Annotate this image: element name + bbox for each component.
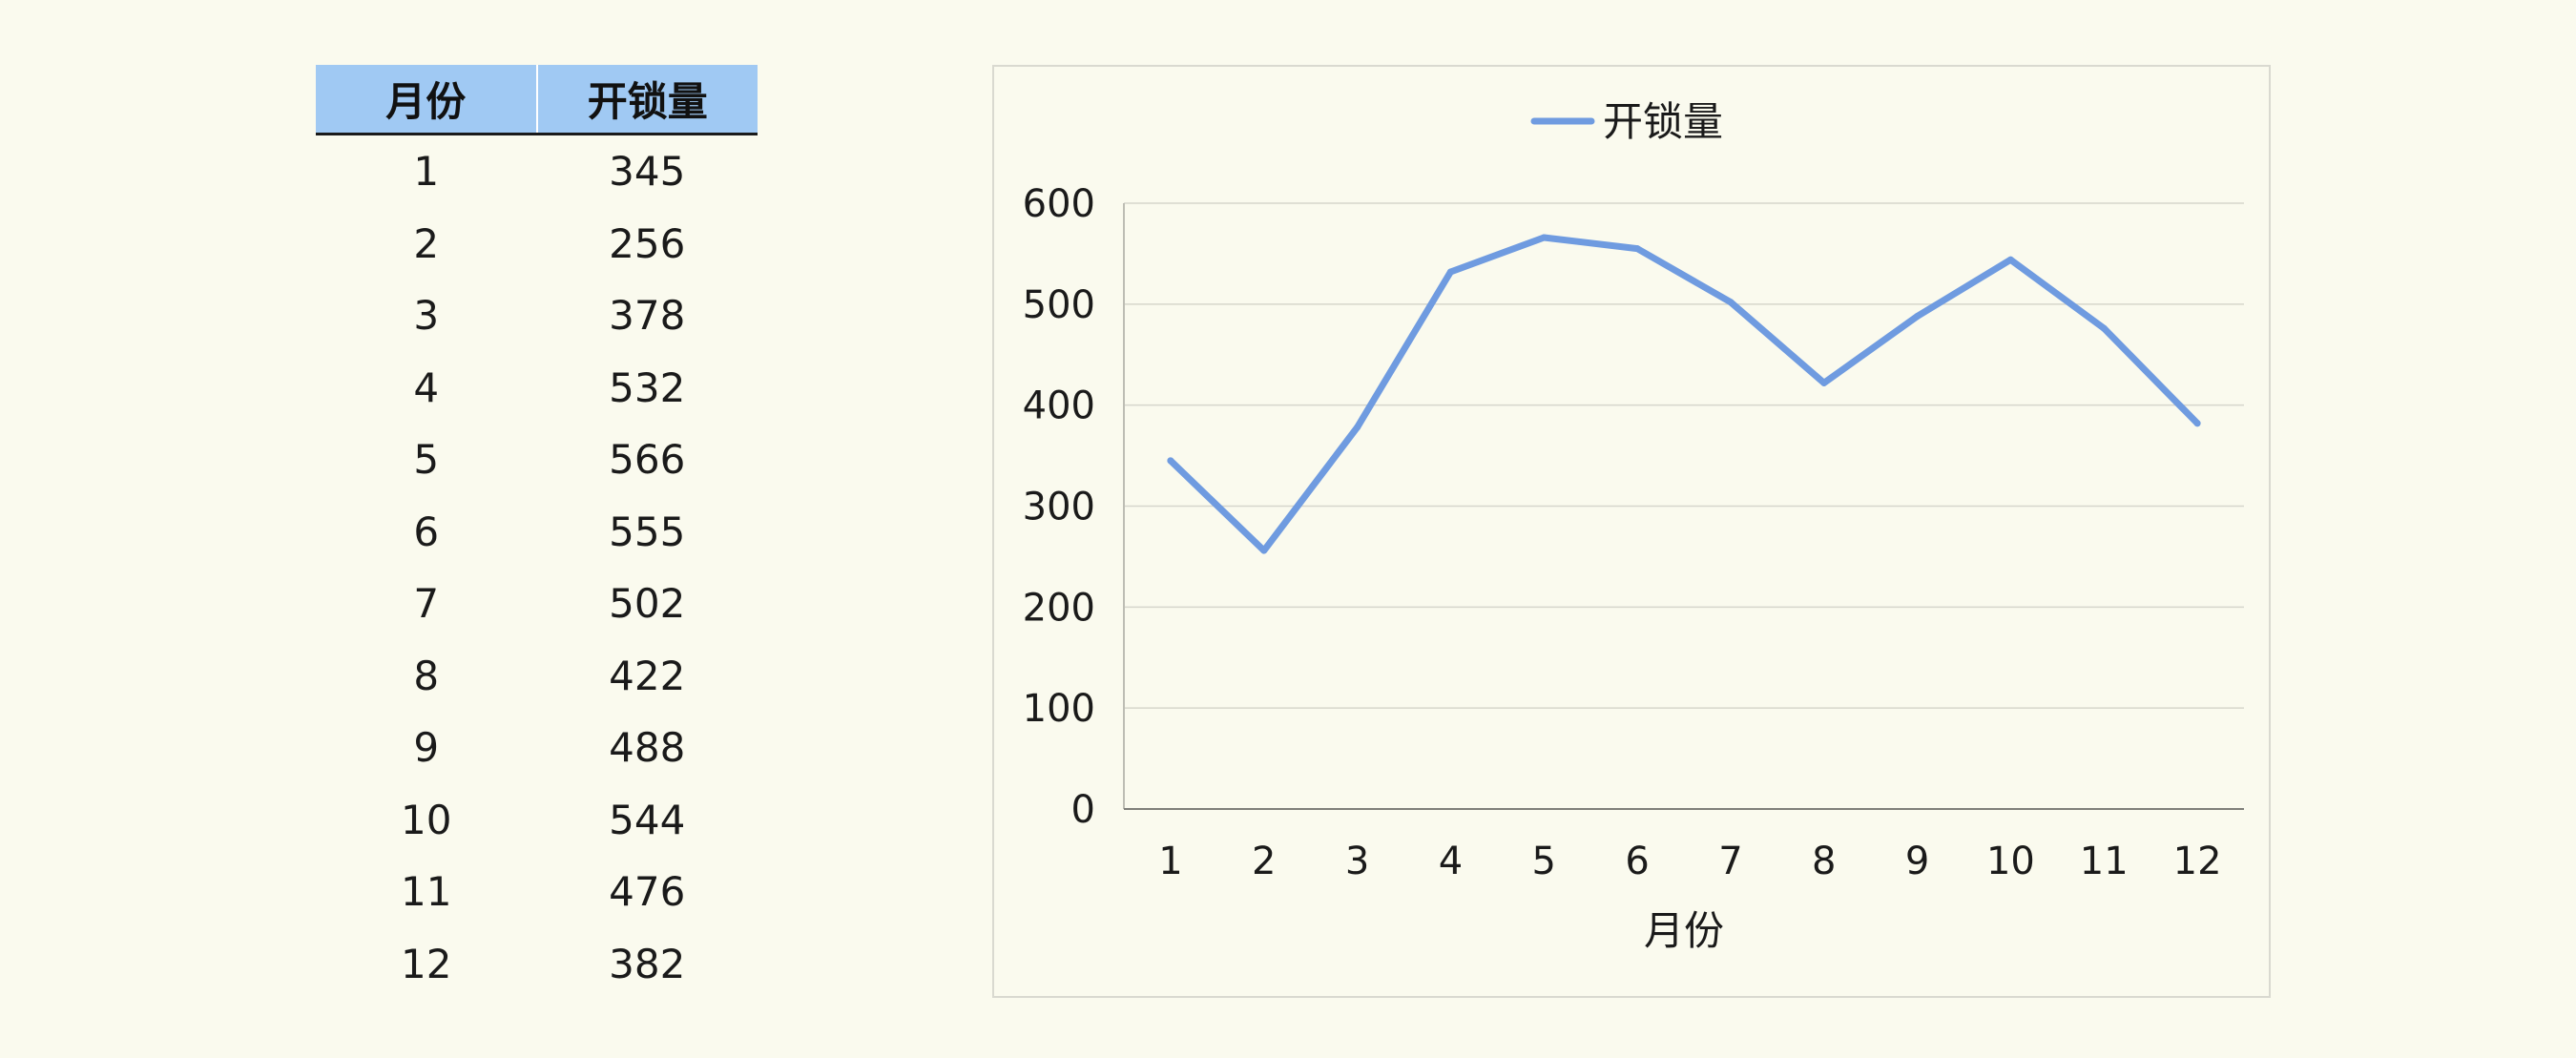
- table-row: 12 382: [316, 928, 758, 1001]
- cell-month: 5: [413, 436, 440, 484]
- table-row: 1 345: [316, 135, 758, 208]
- table-row: 4 532: [316, 352, 758, 425]
- cell-unlock-count: 345: [609, 148, 686, 196]
- cell-unlock-count: 488: [609, 724, 686, 772]
- table-row: 11 476: [316, 856, 758, 928]
- table-row: 7 502: [316, 568, 758, 640]
- y-tick-label: 500: [1023, 283, 1095, 327]
- header-unlock-count: 开锁量: [535, 65, 758, 133]
- cell-month: 10: [401, 796, 452, 843]
- data-point: [1633, 245, 1641, 253]
- cell-month: 8: [413, 652, 440, 699]
- cell-month: 4: [413, 363, 440, 411]
- cell-unlock-count: 256: [609, 219, 686, 267]
- x-axis-title: 月份: [1644, 907, 1724, 954]
- cell-month: 9: [413, 724, 440, 772]
- data-point: [1727, 299, 1735, 306]
- x-tick-label: 12: [2173, 840, 2222, 883]
- x-tick-label: 1: [1158, 840, 1182, 883]
- table-header: 月份 开锁量: [316, 65, 758, 135]
- data-point: [1446, 268, 1454, 276]
- cell-unlock-count: 532: [609, 363, 686, 411]
- cell-month: 12: [401, 940, 452, 987]
- cell-unlock-count: 476: [609, 868, 686, 916]
- data-point: [1167, 457, 1174, 465]
- y-tick-label: 200: [1023, 586, 1095, 630]
- x-tick-label: 10: [1986, 840, 2035, 883]
- table-row: 2 256: [316, 208, 758, 280]
- cell-unlock-count: 555: [609, 508, 686, 555]
- table-row: 3 378: [316, 280, 758, 352]
- data-point: [1914, 313, 1922, 321]
- header-month: 月份: [385, 78, 467, 125]
- x-tick-label: 9: [1905, 840, 1929, 883]
- data-point: [2193, 420, 2201, 427]
- data-point: [2006, 256, 2014, 263]
- table-row: 5 566: [316, 424, 758, 496]
- cell-unlock-count: 502: [609, 580, 686, 628]
- cell-unlock-count: 566: [609, 436, 686, 484]
- x-tick-label: 5: [1532, 840, 1556, 883]
- cell-month: 6: [413, 508, 440, 555]
- x-tick-label: 7: [1718, 840, 1742, 883]
- chart-frame: 0 100 200 300 400 500 600 1 2 3 4 5 6 7 8 9 10 11 12 月份 开锁量: [992, 65, 2271, 998]
- data-table: 月份 开锁量 1 345 2 256 3 378 4 532 5 566 6 555 7 502 8 422 9…: [316, 65, 758, 1000]
- table-row: 8 422: [316, 640, 758, 713]
- cell-month: 3: [413, 292, 440, 340]
- y-tick-label: 300: [1023, 486, 1095, 529]
- table-row: 9 488: [316, 712, 758, 784]
- x-tick-label: 2: [1252, 840, 1276, 883]
- y-tick-label: 600: [1023, 182, 1095, 226]
- x-tick-label: 8: [1812, 840, 1836, 883]
- series-line: [1167, 234, 2201, 554]
- data-point: [1820, 379, 1828, 386]
- cell-month: 7: [413, 580, 440, 628]
- x-tick-label: 11: [2080, 840, 2129, 883]
- x-tick-label: 6: [1625, 840, 1649, 883]
- table-body: 1 345 2 256 3 378 4 532 5 566 6 555 7 502 8 422 9 488 10 54…: [316, 135, 758, 1000]
- legend-label: 开锁量: [1603, 98, 1723, 145]
- table-row: 10 544: [316, 784, 758, 857]
- cell-unlock-count: 544: [609, 796, 686, 843]
- cell-unlock-count: 382: [609, 940, 686, 987]
- table-row: 6 555: [316, 496, 758, 569]
- x-tick-label: 4: [1439, 840, 1463, 883]
- data-point: [1354, 424, 1361, 431]
- x-tick-label: 3: [1345, 840, 1369, 883]
- data-point: [1260, 547, 1268, 554]
- data-point: [2100, 324, 2108, 332]
- data-point: [1540, 234, 1548, 241]
- cell-unlock-count: 378: [609, 292, 686, 340]
- legend: 开锁量: [1530, 98, 1723, 145]
- y-tick-label: 0: [1071, 788, 1095, 832]
- cell-unlock-count: 422: [609, 652, 686, 699]
- cell-month: 1: [413, 148, 440, 196]
- y-tick-label: 100: [1023, 687, 1095, 731]
- y-tick-label: 400: [1023, 384, 1095, 428]
- cell-month: 11: [401, 868, 452, 916]
- cell-month: 2: [413, 219, 440, 267]
